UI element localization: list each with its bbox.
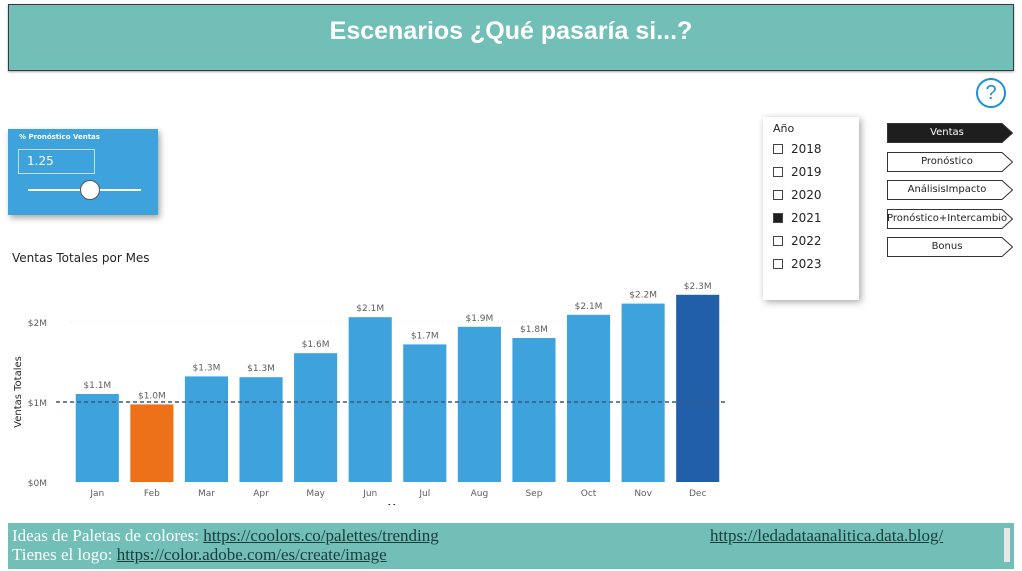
bar-data-label: $1.7M	[411, 331, 439, 341]
bar	[403, 344, 447, 482]
bar	[676, 294, 720, 482]
nav-button-shape	[887, 151, 1013, 172]
checkbox[interactable]	[773, 190, 783, 200]
footer-logo-label: Tienes el logo:	[12, 545, 117, 564]
slider-title: % Pronóstico Ventas	[19, 133, 100, 141]
x-tick-label: Jan	[89, 489, 104, 499]
nav-button-shape	[887, 123, 1013, 143]
nav-button-label: AnálisisImpacto	[907, 184, 987, 195]
year-slicer-title: Año	[773, 122, 795, 135]
bar-data-label: $1.3M	[193, 363, 221, 373]
nav-button[interactable]: Pronóstico	[887, 151, 1013, 172]
footer-scrollbar[interactable]	[1004, 528, 1010, 562]
nav-button-label: Pronóstico	[921, 155, 973, 167]
bar-data-label: $2.2M	[629, 291, 657, 301]
bar-data-label: $1.9M	[465, 314, 493, 324]
forecast-slider-card: % Pronóstico Ventas 1.25	[8, 129, 158, 215]
bar-data-label: $1.3M	[247, 364, 275, 374]
x-tick-label: Apr	[253, 489, 269, 499]
year-option-label: 2020	[791, 188, 822, 202]
x-tick-label: Nov	[634, 489, 652, 499]
checkbox[interactable]	[773, 236, 783, 246]
sales-bar-chart: $0M $1M $2M $1.1M Jan $1.0M Feb $1.3M Mar $1.3M Ap…	[13, 282, 725, 505]
bar	[566, 314, 611, 482]
nav-button[interactable]: Pronóstico+Intercambio	[887, 208, 1013, 229]
bar-data-label: $2.1M	[356, 304, 384, 314]
x-tick-label: Jul	[418, 489, 430, 499]
bar	[130, 404, 174, 482]
header-banner: Escenarios ¿Qué pasaría si...?	[8, 4, 1014, 71]
x-tick-label: Mar	[198, 489, 215, 499]
bar	[457, 326, 501, 482]
year-slicer: Año 2018 2019 2020 2021 2022 2023	[763, 117, 859, 300]
year-option-label: 2023	[791, 257, 822, 271]
x-tick-label: Aug	[471, 489, 489, 499]
footer-line-1: Ideas de Paletas de colores: https://coo…	[12, 526, 439, 546]
x-axis-title: Mes	[388, 503, 408, 505]
nav-button[interactable]: Ventas	[887, 123, 1013, 143]
bar-data-label: $2.1M	[575, 302, 603, 312]
year-option-label: 2018	[791, 142, 822, 156]
checkbox[interactable]	[773, 167, 783, 177]
footer-line-2: Tienes el logo: https://color.adobe.com/…	[12, 545, 387, 565]
bar	[512, 338, 556, 482]
bar	[294, 353, 338, 482]
nav-button[interactable]: Bonus	[887, 237, 1013, 257]
bar	[621, 303, 665, 482]
footer-palette-label: Ideas de Paletas de colores:	[12, 526, 204, 545]
bar	[75, 394, 119, 482]
bar	[239, 377, 283, 482]
y-axis-title: Ventas Totales	[13, 356, 24, 428]
y-tick-label: $1M	[28, 399, 47, 409]
checkbox[interactable]	[773, 259, 783, 269]
bar-data-label: $1.6M	[302, 340, 330, 350]
x-tick-label: Sep	[525, 489, 542, 499]
x-tick-label: Feb	[144, 489, 160, 499]
bar-data-label: $1.1M	[83, 381, 111, 391]
nav-button-label: Ventas	[930, 127, 964, 138]
bar-data-label: $1.0M	[138, 391, 166, 401]
footer-banner: Ideas de Paletas de colores: https://coo…	[8, 523, 1014, 569]
slider-value-input[interactable]: 1.25	[18, 149, 95, 174]
color-adobe-link[interactable]: https://color.adobe.com/es/create/image	[116, 545, 387, 564]
x-tick-label: May	[306, 489, 325, 499]
bar-data-label: $2.3M	[684, 282, 712, 292]
year-option-label: 2019	[791, 165, 822, 179]
bar-data-label: $1.8M	[520, 325, 548, 335]
x-tick-label: Dec	[689, 489, 706, 499]
page-title: Escenarios ¿Qué pasaría si...?	[329, 17, 693, 45]
x-tick-label: Jun	[362, 489, 377, 499]
slider-thumb[interactable]	[80, 180, 100, 200]
nav-button-shape	[887, 237, 1013, 257]
checkbox-checked[interactable]	[773, 213, 783, 223]
nav-button-label: Pronóstico+Intercambio	[887, 212, 1008, 224]
bar	[348, 317, 392, 482]
nav-button[interactable]: AnálisisImpacto	[887, 180, 1013, 200]
y-tick-label: $0M	[28, 479, 47, 489]
year-option-label: 2021	[791, 211, 822, 225]
chart-title: Ventas Totales por Mes	[12, 251, 150, 265]
bar	[184, 376, 229, 482]
year-option-label: 2022	[791, 234, 822, 248]
checkbox[interactable]	[773, 144, 783, 154]
nav-button-shape	[887, 180, 1013, 200]
blog-link[interactable]: https://ledadataanalitica.data.blog/	[710, 526, 944, 545]
footer-right: https://ledadataanalitica.data.blog/	[710, 526, 943, 546]
y-tick-label: $2M	[28, 319, 47, 329]
nav-button-shape	[887, 208, 1013, 229]
nav-button-label: Bonus	[931, 241, 963, 252]
question-icon[interactable]: ?	[976, 78, 1006, 108]
x-tick-label: Oct	[581, 489, 597, 499]
palette-link[interactable]: https://coolors.co/palettes/trending	[203, 526, 439, 545]
